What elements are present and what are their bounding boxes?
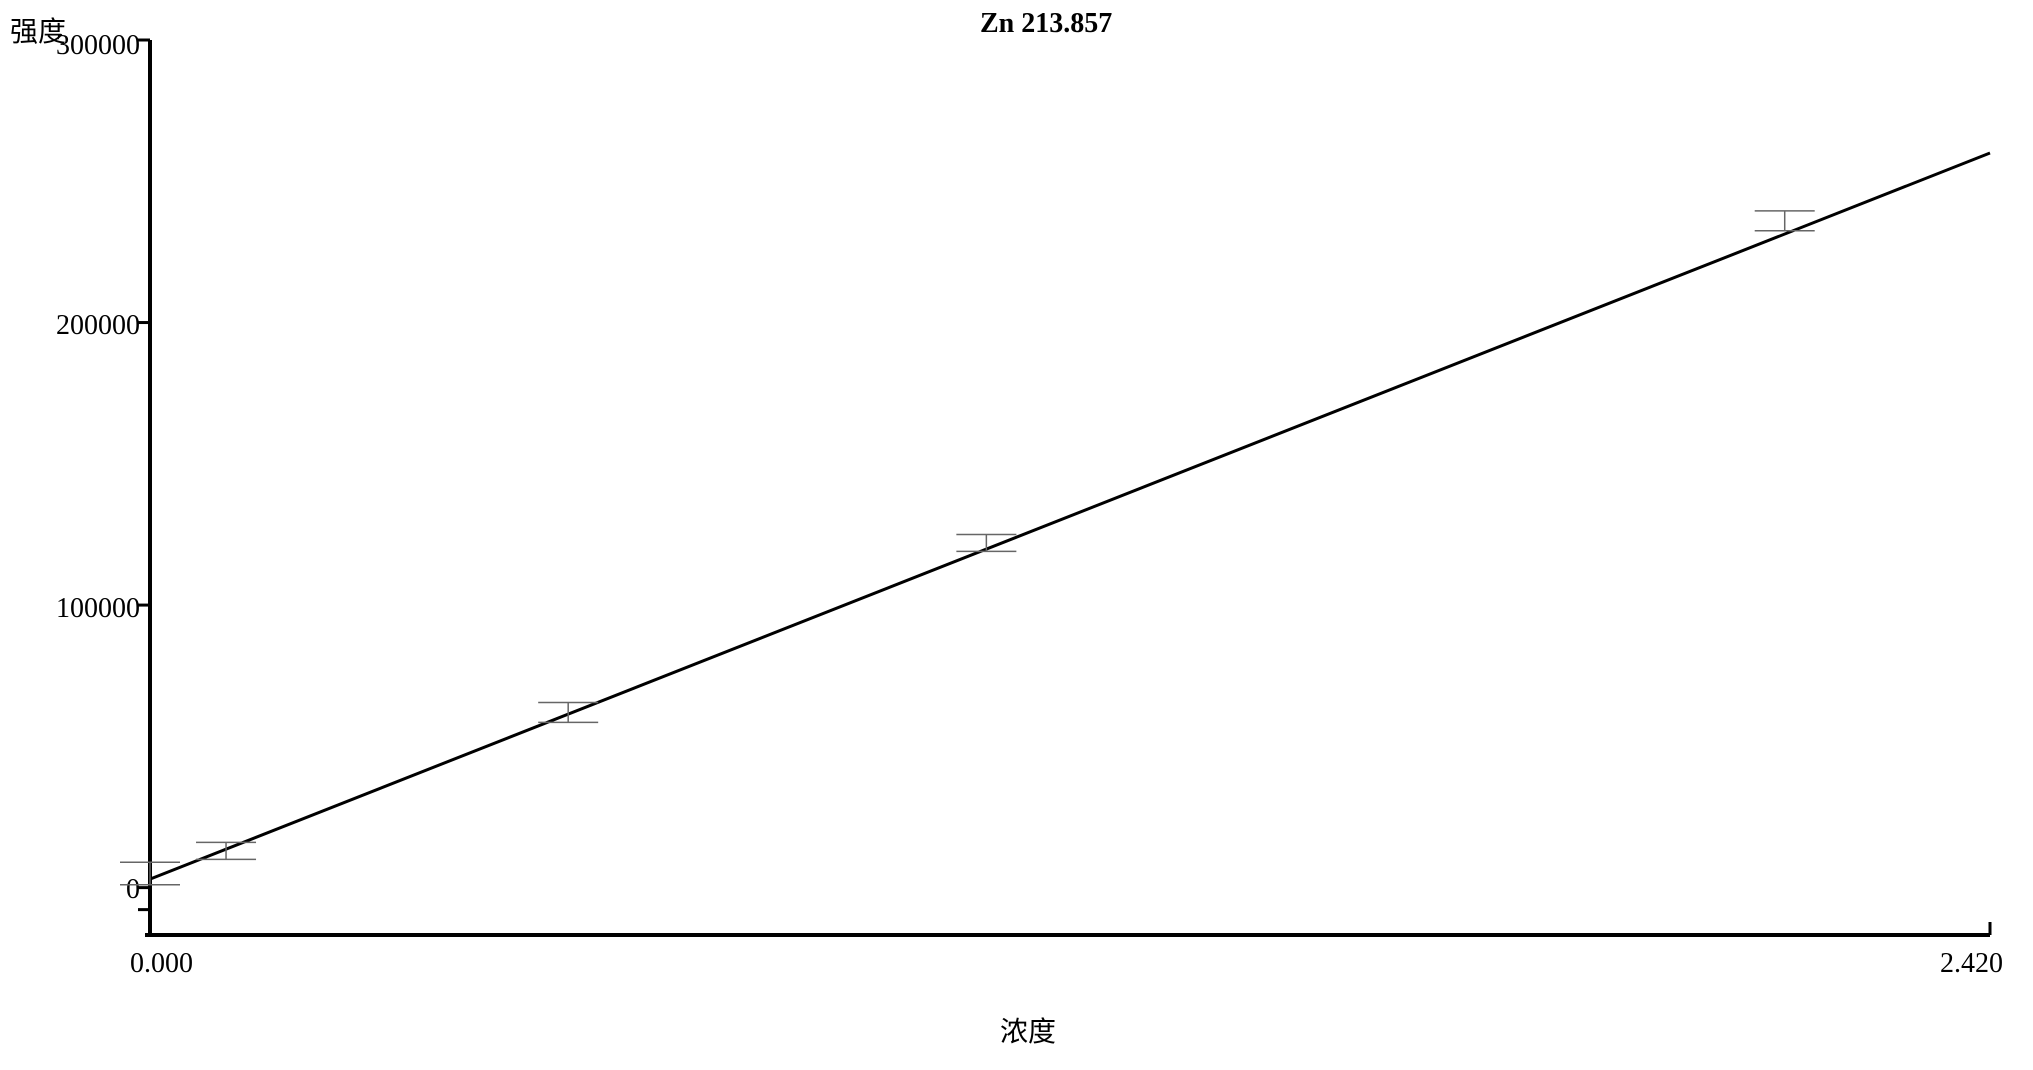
regression-line <box>150 153 1990 879</box>
chart-container: 强度 Zn 213.857 300000 200000 100000 0 0.0… <box>0 0 2033 1070</box>
chart-svg <box>0 0 2033 1070</box>
